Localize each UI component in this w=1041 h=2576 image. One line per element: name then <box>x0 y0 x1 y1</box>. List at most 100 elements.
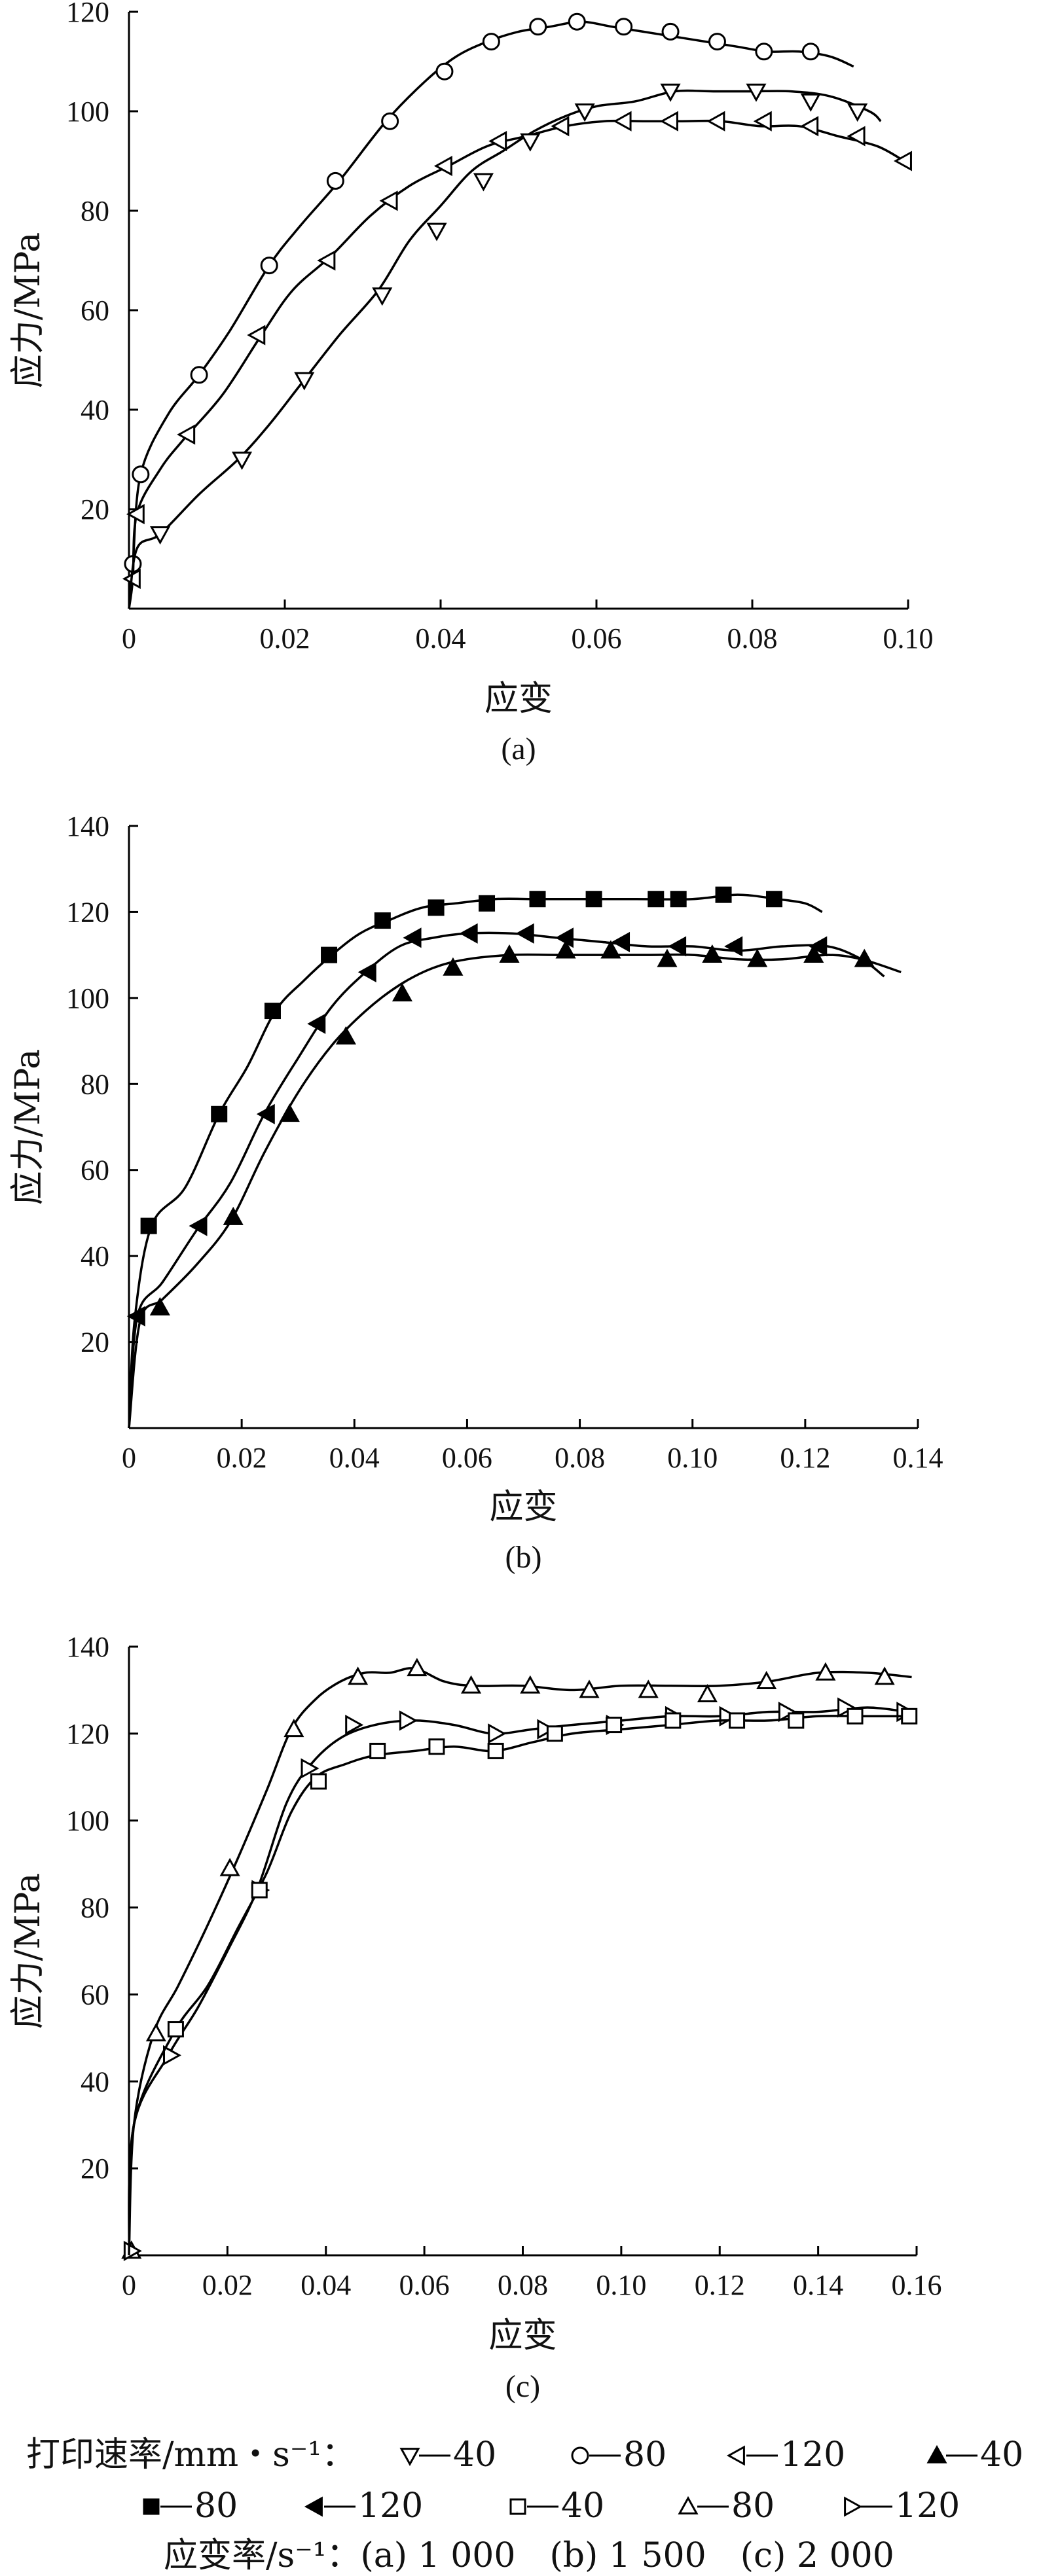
y-tick-label: 40 <box>81 394 109 426</box>
series-triangle-right-open-120 <box>123 1697 915 2261</box>
data-point-marker <box>321 946 338 963</box>
data-point-marker <box>660 83 681 102</box>
data-point-marker <box>515 923 534 944</box>
x-tick-label: 0.12 <box>780 1442 830 1474</box>
data-point-marker <box>537 1719 556 1740</box>
data-point-marker <box>443 957 464 976</box>
y-tick-label: 40 <box>81 2066 109 2098</box>
data-point-marker <box>803 944 824 963</box>
y-tick-label: 20 <box>81 1327 109 1359</box>
y-tick-label: 60 <box>81 1978 109 2011</box>
data-point-marker <box>613 111 632 132</box>
legend-entry-triangle-down-open-undefined: 40 <box>399 2435 496 2475</box>
data-point-marker <box>520 133 541 152</box>
data-point-marker <box>310 1773 327 1790</box>
data-point-marker <box>145 2023 166 2042</box>
x-tick-label: 0 <box>122 1442 136 1474</box>
data-point-marker <box>529 891 546 908</box>
data-point-marker <box>766 891 783 908</box>
legend-entry-label: 80 <box>623 2435 667 2475</box>
x-tick-label: 0.10 <box>667 1442 718 1474</box>
data-point-marker <box>461 1675 482 1694</box>
x-tick-label: 0.08 <box>727 622 778 654</box>
data-point-marker <box>459 923 478 944</box>
data-point-marker <box>219 1857 240 1876</box>
y-axis-title: 应力/MPa <box>9 1873 48 2029</box>
y-tick-label: 20 <box>81 2153 109 2185</box>
x-axis-title: 应变 <box>488 2316 557 2355</box>
x-tick-label: 0.06 <box>442 1442 492 1474</box>
legend-entry-label: 40 <box>561 2486 604 2526</box>
data-point-marker <box>854 948 875 967</box>
chart-panel-a: 0 0.02 0.04 0.06 0.08 0.10 20 40 60 80 100 120 应变 应力/… <box>9 0 934 766</box>
x-tick-label: 0 <box>122 622 136 654</box>
data-point-marker <box>847 126 866 147</box>
legend-marker-triangle-right-open-icon <box>844 2496 863 2517</box>
y-tick-label: 100 <box>66 982 109 1014</box>
data-point-marker <box>847 103 868 122</box>
data-point-marker <box>755 43 773 61</box>
x-tick-label: 0.10 <box>883 622 934 654</box>
data-point-marker <box>659 111 678 132</box>
legend-entry-label: 80 <box>194 2486 238 2526</box>
data-point-marker <box>800 93 821 112</box>
data-point-marker <box>815 1662 836 1681</box>
data-point-marker <box>433 156 452 177</box>
data-point-marker <box>426 223 447 241</box>
y-tick-label: 120 <box>66 1718 109 1750</box>
legend-marker-triangle-down-open-icon <box>399 2448 420 2467</box>
x-tick-label: 0.04 <box>416 622 466 654</box>
y-tick-label: 100 <box>66 1805 109 1837</box>
legend-entry-label: 40 <box>980 2435 1023 2475</box>
data-point-marker <box>778 1702 797 1723</box>
legend-entry-label: 40 <box>453 2435 496 2475</box>
y-axis-title: 应力/MPa <box>9 1049 48 1205</box>
legend-entry-square-filled-undefined: 80 <box>143 2486 238 2526</box>
data-point-marker <box>307 1013 326 1034</box>
data-point-marker <box>724 936 743 957</box>
data-point-marker <box>428 899 445 916</box>
data-point-marker <box>403 927 422 948</box>
series-line <box>128 89 882 609</box>
data-point-marker <box>223 1206 244 1225</box>
data-point-marker <box>132 465 150 484</box>
data-point-marker <box>407 1658 428 1677</box>
data-point-marker <box>381 112 399 130</box>
x-tick-label: 0.14 <box>793 2269 843 2301</box>
data-point-marker <box>399 1710 418 1731</box>
x-tick-label: 0.10 <box>596 2269 646 2301</box>
series-line <box>128 953 902 1429</box>
series-line <box>128 1706 907 2256</box>
series-triangle-down-open-40 <box>128 83 882 609</box>
data-point-marker <box>335 1026 356 1045</box>
data-point-marker <box>435 62 454 80</box>
data-point-marker <box>746 83 767 102</box>
legend-marker-circle-open-icon <box>571 2446 589 2465</box>
legend-marker-square-open-icon <box>509 2498 526 2515</box>
x-tick-label: 0.06 <box>572 622 622 654</box>
legend-title: 打印速率/mm・s⁻¹： <box>26 2435 356 2475</box>
y-tick-label: 140 <box>66 810 109 842</box>
data-point-marker <box>140 1217 157 1234</box>
legend-entry-triangle-up-filled-undefined: 40 <box>926 2435 1023 2475</box>
data-point-marker <box>670 891 687 908</box>
data-point-marker <box>801 43 820 61</box>
legend-entry-triangle-up-open-undefined: 80 <box>678 2486 775 2526</box>
x-tick-label: 0.02 <box>202 2269 253 2301</box>
data-point-marker <box>357 961 376 982</box>
legend-entry-circle-open-undefined: 80 <box>571 2435 667 2475</box>
data-point-marker <box>488 131 507 152</box>
x-tick-label: 0.06 <box>399 2269 450 2301</box>
legend-entry-label: 120 <box>895 2486 960 2526</box>
x-tick-label: 0.08 <box>555 1442 605 1474</box>
y-tick-label: 100 <box>66 96 109 128</box>
y-tick-label: 40 <box>81 1240 109 1272</box>
data-point-marker <box>715 886 732 903</box>
data-point-marker <box>149 1297 170 1315</box>
x-tick-label: 0.08 <box>498 2269 548 2301</box>
x-tick-label: 0.04 <box>301 2269 351 2301</box>
data-point-marker <box>283 1719 304 1738</box>
x-tick-label: 0.16 <box>892 2269 942 2301</box>
data-point-marker <box>529 18 547 36</box>
data-point-marker <box>487 1742 504 1759</box>
